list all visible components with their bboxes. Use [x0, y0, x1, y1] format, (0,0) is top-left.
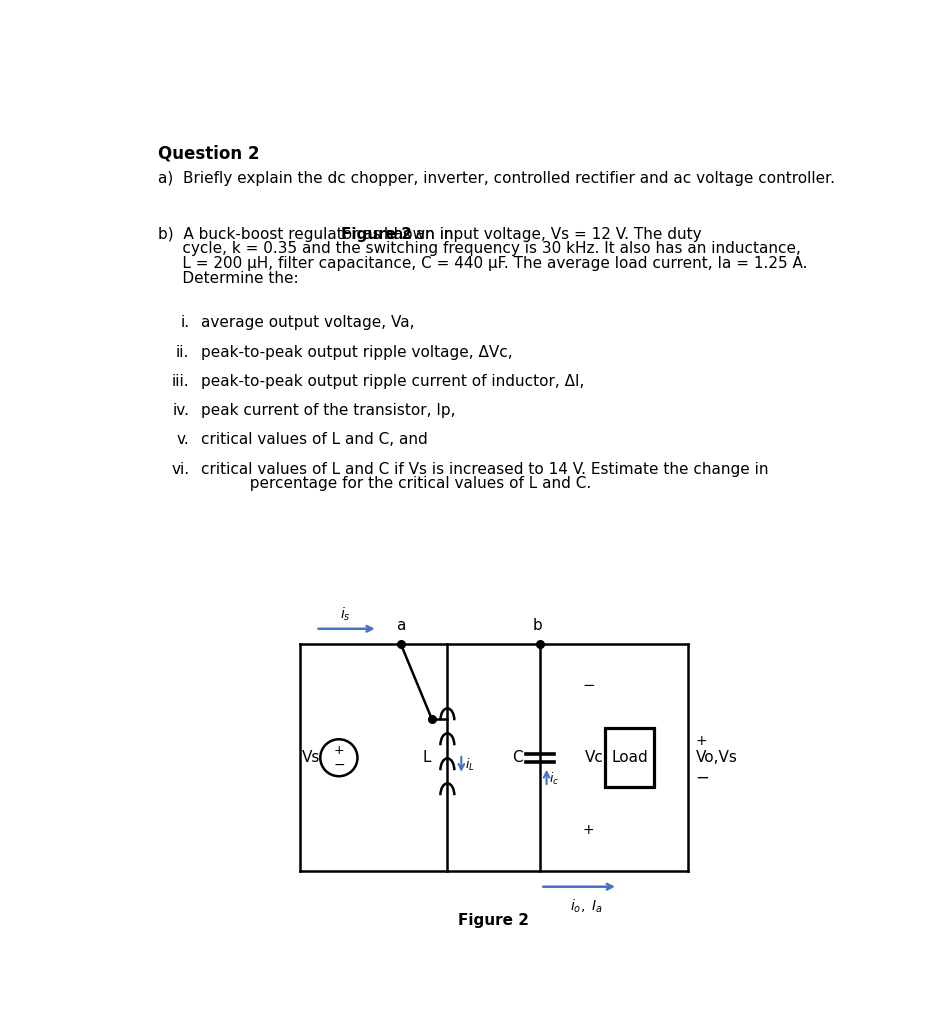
Text: $i_c$: $i_c$ [548, 771, 559, 787]
Text: critical values of L and C if Vs is increased to 14 V. Estimate the change in: critical values of L and C if Vs is incr… [201, 462, 768, 477]
Text: Determine the:: Determine the: [159, 270, 299, 286]
Text: L = 200 μH, filter capacitance, C = 440 μF. The average load current, Ia = 1.25 : L = 200 μH, filter capacitance, C = 440 … [159, 256, 808, 271]
Text: +: + [696, 734, 707, 748]
Text: $i_{o},\ I_a$: $i_{o},\ I_a$ [570, 897, 603, 914]
Text: ii.: ii. [176, 345, 190, 359]
Text: iii.: iii. [172, 374, 190, 389]
Text: −: − [582, 678, 595, 692]
Text: b)  A buck-boost regulator as shown in: b) A buck-boost regulator as shown in [159, 227, 459, 242]
Text: critical values of L and C, and: critical values of L and C, and [201, 432, 428, 447]
Text: i.: i. [180, 315, 190, 331]
Text: average output voltage, Va,: average output voltage, Va, [201, 315, 414, 331]
Text: a: a [396, 618, 406, 634]
Text: −: − [696, 769, 709, 786]
Text: peak current of the transistor, Ip,: peak current of the transistor, Ip, [201, 403, 455, 418]
Text: C: C [512, 751, 522, 765]
Text: Vo,Vs: Vo,Vs [696, 751, 737, 765]
Text: peak-to-peak output ripple current of inductor, ΔI,: peak-to-peak output ripple current of in… [201, 374, 584, 389]
Text: has an input voltage, Vs = 12 V. The duty: has an input voltage, Vs = 12 V. The dut… [379, 227, 701, 242]
Text: +: + [582, 823, 594, 838]
Text: Vc: Vc [585, 751, 604, 765]
Text: Load: Load [611, 751, 648, 765]
Text: percentage for the critical values of L and C.: percentage for the critical values of L … [201, 476, 591, 492]
Text: Figure 2: Figure 2 [459, 913, 530, 928]
Text: $i_s$: $i_s$ [341, 605, 351, 623]
Text: vi.: vi. [171, 462, 190, 477]
Text: a)  Briefly explain the dc chopper, inverter, controlled rectifier and ac voltag: a) Briefly explain the dc chopper, inver… [159, 171, 835, 185]
Text: Question 2: Question 2 [159, 144, 260, 163]
Text: $i_L$: $i_L$ [465, 758, 475, 773]
Text: +: + [333, 744, 345, 758]
Text: Figure 2: Figure 2 [341, 227, 413, 242]
Text: L: L [423, 751, 431, 765]
Text: cycle, k = 0.35 and the switching frequency is 30 kHz. It also has an inductance: cycle, k = 0.35 and the switching freque… [159, 242, 801, 256]
Text: iv.: iv. [173, 403, 190, 418]
Text: Vs: Vs [302, 751, 320, 765]
Text: b: b [532, 618, 542, 634]
Text: −: − [333, 758, 345, 772]
Text: v.: v. [177, 432, 190, 447]
Text: peak-to-peak output ripple voltage, ΔVc,: peak-to-peak output ripple voltage, ΔVc, [201, 345, 513, 359]
